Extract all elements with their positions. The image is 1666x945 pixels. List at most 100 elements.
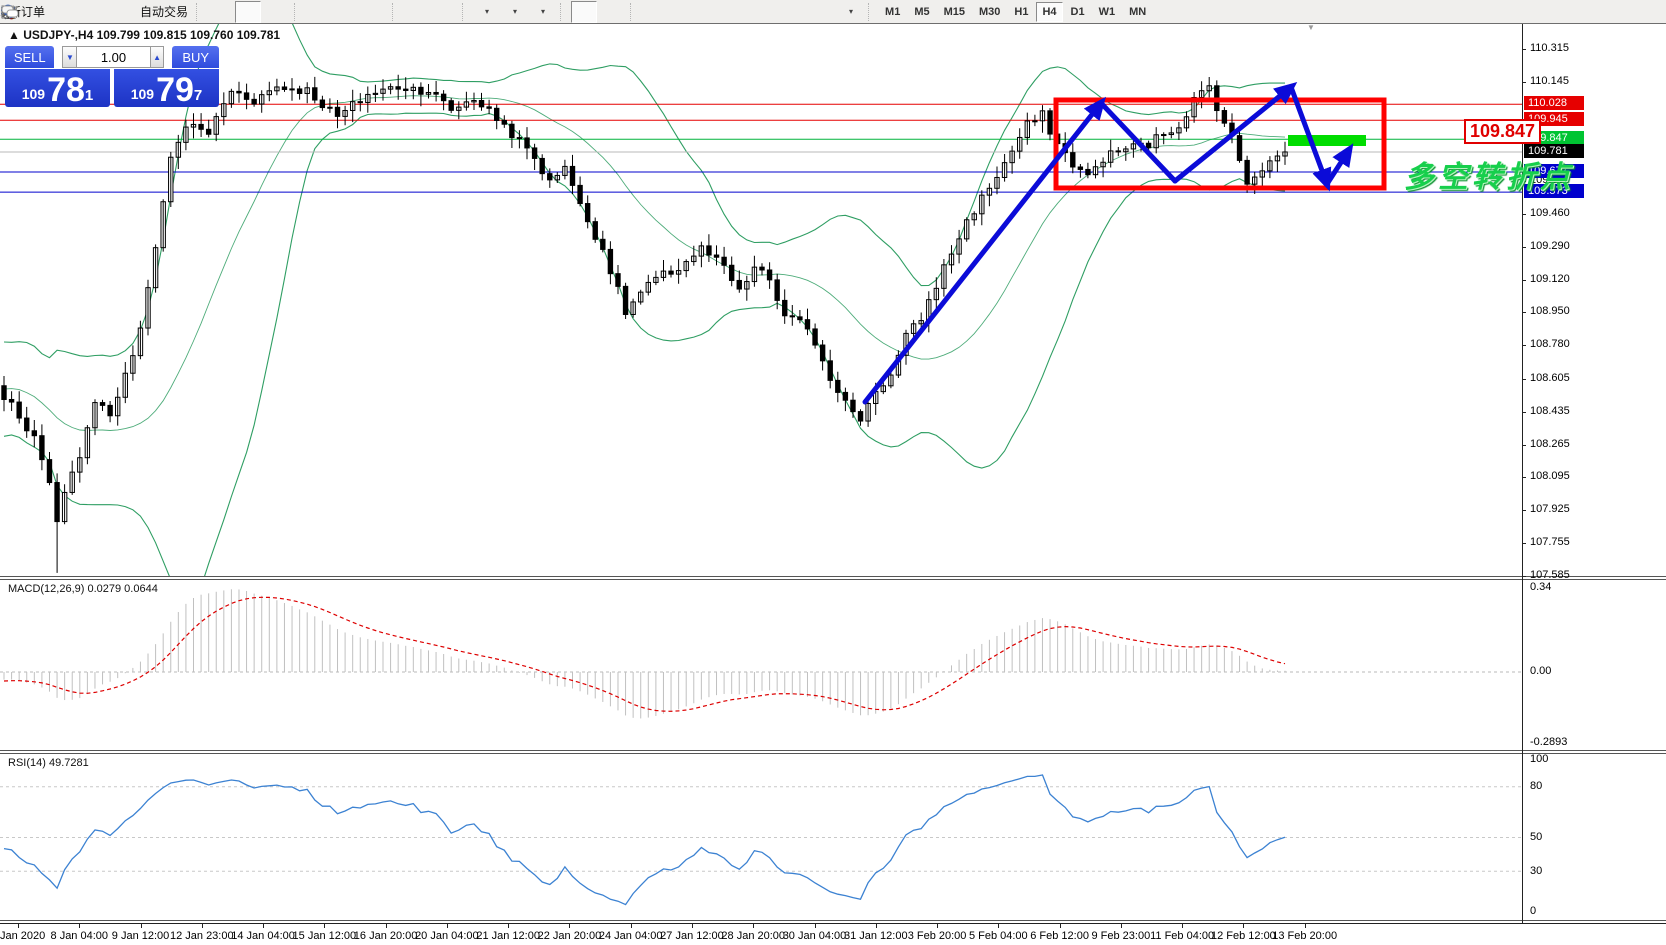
price-axis[interactable]: 110.315 110.145 109.630 109.460 109.290 109.1… [1522, 24, 1666, 945]
macd-pane-canvas[interactable] [0, 578, 1522, 749]
signals-button[interactable] [1, 1, 132, 23]
chevron-down-icon: ▾ [513, 7, 518, 16]
tf-m5[interactable]: M5 [914, 5, 930, 18]
separator [462, 2, 468, 21]
chart-shift-button[interactable] [2, 1, 457, 23]
vertical-line-button[interactable] [6, 1, 667, 23]
tf-d1[interactable]: D1 [1070, 5, 1085, 18]
collapse-triangle-icon[interactable]: ▲ [8, 28, 24, 42]
tf-m1[interactable]: M1 [885, 5, 901, 18]
arrows-button[interactable]: ▾ [1, 1, 863, 23]
price-line-label: 109.781 [1524, 143, 1584, 158]
tf-h4[interactable]: H4 [1036, 1, 1063, 22]
sell-button[interactable]: SELL [5, 46, 55, 68]
search-button[interactable] [2, 1, 1633, 23]
price-tick [1522, 345, 1526, 347]
horizontal-line-button[interactable] [2, 1, 695, 23]
trendline-button[interactable] [1, 1, 723, 23]
chat-button[interactable] [1, 1, 1661, 23]
time-tick [508, 924, 510, 928]
time-label: 12 Jan 23:00 [169, 930, 234, 942]
price-tick: 108.780 [1530, 338, 1570, 351]
price-tick [1522, 181, 1526, 183]
price-tick: 108.095 [1530, 470, 1570, 483]
price-tick: 108.435 [1530, 404, 1570, 417]
time-label: 6 Feb 12:00 [1030, 930, 1089, 942]
time-tick [140, 924, 142, 928]
indicators-button[interactable]: ▾ [1, 1, 499, 23]
sell-price-box[interactable]: 109 78 1 [5, 69, 110, 107]
price-chart-canvas[interactable] [0, 24, 1522, 576]
auto-trading-button[interactable]: 自动交易 [1, 1, 191, 23]
sell-price-sup: 1 [84, 87, 94, 104]
time-tick [630, 924, 632, 928]
price-tick: 110.315 [1530, 41, 1569, 54]
line-chart-mode-button[interactable] [1, 1, 289, 23]
chat-icon [1, 5, 19, 17]
candlestick-mode-button[interactable] [2, 0, 262, 23]
price-tick: 107.585 [1530, 568, 1570, 581]
tf-mn[interactable]: MN [1129, 5, 1147, 18]
pane-drag-marker-icon[interactable]: ▼ [1307, 23, 1315, 32]
equidistant-channel-button[interactable]: E [0, 1, 751, 23]
pane-separator[interactable] [0, 920, 1666, 921]
pane-separator[interactable] [0, 753, 1666, 754]
time-tick [201, 924, 203, 928]
crosshair-button[interactable] [1, 1, 625, 23]
time-label: 9 Jan 12:00 [111, 930, 170, 942]
sell-price-prefix: 109 [21, 86, 46, 102]
time-tick [1120, 924, 1122, 928]
volume-up-button[interactable]: ▲ [149, 46, 165, 68]
price-tick [1522, 510, 1526, 512]
time-tick [18, 924, 19, 928]
text-label-button[interactable]: T [1, 1, 835, 23]
buy-button[interactable]: BUY [172, 46, 219, 68]
separator [560, 2, 566, 21]
auto-scroll-button[interactable] [2, 1, 429, 23]
tf-m30[interactable]: M30 [979, 5, 1001, 18]
sell-price-main: 78 [47, 71, 85, 109]
price-tick [1522, 213, 1526, 215]
rsi-pane-canvas[interactable] [0, 752, 1522, 920]
time-tick [875, 924, 877, 928]
time-label: 6 Jan 2020 [0, 930, 46, 942]
fibonacci-button[interactable]: F [2, 1, 779, 23]
cursor-button[interactable] [4, 0, 598, 23]
buy-price-box[interactable]: 109 79 7 [114, 69, 219, 107]
pane-separator[interactable] [0, 750, 1666, 751]
volume-input[interactable]: 1.00 [77, 46, 150, 68]
toolbar: 新订单 自动交易 [0, 0, 1666, 24]
auto-trading-label: 自动交易 [140, 5, 189, 19]
bar-chart-mode-button[interactable] [2, 1, 233, 23]
tile-windows-button[interactable] [2, 1, 387, 23]
terminal-button[interactable] [1, 1, 104, 23]
buy-price-sup: 7 [193, 87, 203, 104]
pane-separator[interactable] [0, 579, 1666, 580]
macd-label: MACD(12,26,9) 0.0279 0.0644 [8, 583, 158, 595]
buy-price-main: 79 [156, 71, 194, 109]
price-tick: 110.145 [1530, 74, 1569, 87]
zoom-in-button[interactable] [1, 1, 331, 23]
time-label: 11 Feb 04:00 [1150, 930, 1215, 942]
time-label: 3 Feb 20:00 [907, 930, 967, 942]
volume-down-button[interactable]: ▼ [62, 46, 78, 68]
templates-button[interactable]: ▾ [1, 1, 555, 23]
price-tick [1522, 444, 1526, 446]
time-label: 31 Jan 12:00 [843, 930, 908, 942]
text-button[interactable]: A [2, 1, 807, 23]
price-tick: 107.925 [1530, 503, 1570, 516]
periods-button[interactable]: ▾ [1, 1, 527, 23]
price-tick [1522, 378, 1526, 380]
rsi-scale-label: 50 [1530, 831, 1543, 843]
tf-m15[interactable]: M15 [943, 5, 965, 18]
price-tick: 109.120 [1530, 272, 1570, 285]
tf-h1[interactable]: H1 [1014, 5, 1029, 18]
time-tick [814, 924, 816, 928]
market-watch-button[interactable] [1, 1, 76, 23]
toolbar-right [1, 1, 1662, 23]
zoom-out-button[interactable] [1, 1, 359, 23]
tf-w1[interactable]: W1 [1098, 5, 1116, 18]
pane-separator[interactable] [0, 576, 1666, 577]
